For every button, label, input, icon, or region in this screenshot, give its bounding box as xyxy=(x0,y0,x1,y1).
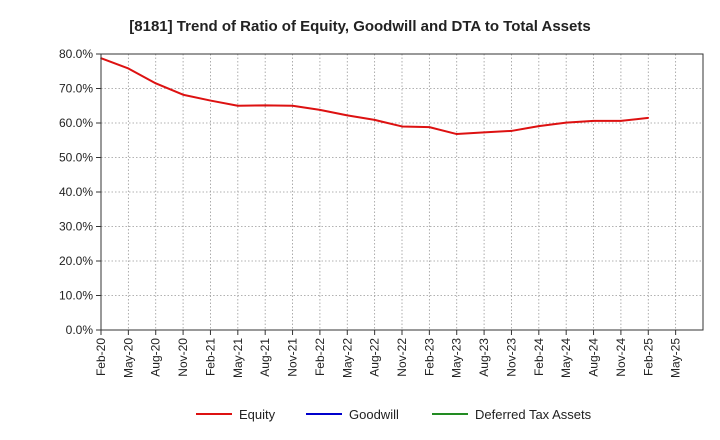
x-tick-label: May-23 xyxy=(450,338,464,378)
legend-label: Equity xyxy=(239,407,276,422)
data-point xyxy=(155,83,157,85)
x-tick-label: Feb-20 xyxy=(94,338,108,376)
data-point xyxy=(210,100,212,102)
y-tick-label: 0.0% xyxy=(66,323,94,337)
x-tick-label: May-25 xyxy=(669,338,683,378)
x-tick-label: Feb-25 xyxy=(641,338,655,376)
data-point xyxy=(264,105,266,107)
x-tick-label: May-20 xyxy=(121,338,135,378)
grid-lines xyxy=(101,54,703,330)
x-axis-ticks: Feb-20 May-20 Aug-20 Nov-20 Feb-21 May-21 Aug-… xyxy=(94,330,683,378)
data-point xyxy=(292,105,294,107)
data-point xyxy=(538,125,540,127)
x-tick-label: Aug-24 xyxy=(587,338,601,377)
data-point xyxy=(182,94,184,96)
y-tick-label: 30.0% xyxy=(59,220,93,234)
x-tick-label: Aug-23 xyxy=(477,338,491,377)
y-tick-label: 50.0% xyxy=(59,151,93,165)
x-tick-label: May-24 xyxy=(559,338,573,378)
chart-title: [8181] Trend of Ratio of Equity, Goodwil… xyxy=(129,18,590,35)
data-point xyxy=(647,117,649,119)
legend-label: Deferred Tax Assets xyxy=(475,407,592,422)
x-tick-label: Aug-22 xyxy=(368,338,382,377)
y-tick-label: 10.0% xyxy=(59,289,93,303)
x-tick-label: May-22 xyxy=(340,338,354,378)
y-axis-ticks: 0.0% 10.0% 20.0% 30.0% 40.0% 50.0% 60.0% 70.0% 8… xyxy=(59,47,101,337)
y-tick-label: 20.0% xyxy=(59,254,93,268)
data-point xyxy=(620,120,622,122)
data-point xyxy=(456,133,458,135)
data-point xyxy=(346,115,348,117)
x-tick-label: Nov-23 xyxy=(504,338,518,377)
x-tick-label: Feb-24 xyxy=(532,338,546,376)
trend-line-chart: [8181] Trend of Ratio of Equity, Goodwil… xyxy=(0,0,720,440)
data-point xyxy=(483,132,485,134)
x-tick-label: Feb-22 xyxy=(313,338,327,376)
data-point xyxy=(128,68,130,70)
y-tick-label: 70.0% xyxy=(59,82,93,96)
data-point xyxy=(593,120,595,122)
data-point xyxy=(401,126,403,128)
x-tick-label: Feb-23 xyxy=(422,338,436,376)
data-point xyxy=(511,130,513,132)
x-tick-label: Aug-21 xyxy=(258,338,272,377)
x-tick-label: Nov-22 xyxy=(395,338,409,377)
data-point xyxy=(237,105,239,107)
legend-label: Goodwill xyxy=(349,407,399,422)
legend: Equity Goodwill Deferred Tax Assets xyxy=(196,407,592,422)
y-tick-label: 80.0% xyxy=(59,47,93,61)
x-tick-label: Nov-21 xyxy=(286,338,300,377)
x-tick-label: Aug-20 xyxy=(149,338,163,377)
chart-root: [8181] Trend of Ratio of Equity, Goodwil… xyxy=(0,0,720,440)
x-tick-label: Nov-20 xyxy=(176,338,190,377)
x-tick-label: Feb-21 xyxy=(203,338,217,376)
y-tick-label: 60.0% xyxy=(59,116,93,130)
data-point xyxy=(429,126,431,128)
data-point xyxy=(565,122,567,124)
data-point xyxy=(374,119,376,121)
data-point xyxy=(319,109,321,111)
y-tick-label: 40.0% xyxy=(59,185,93,199)
x-tick-label: Nov-24 xyxy=(614,338,628,377)
x-tick-label: May-21 xyxy=(231,338,245,378)
